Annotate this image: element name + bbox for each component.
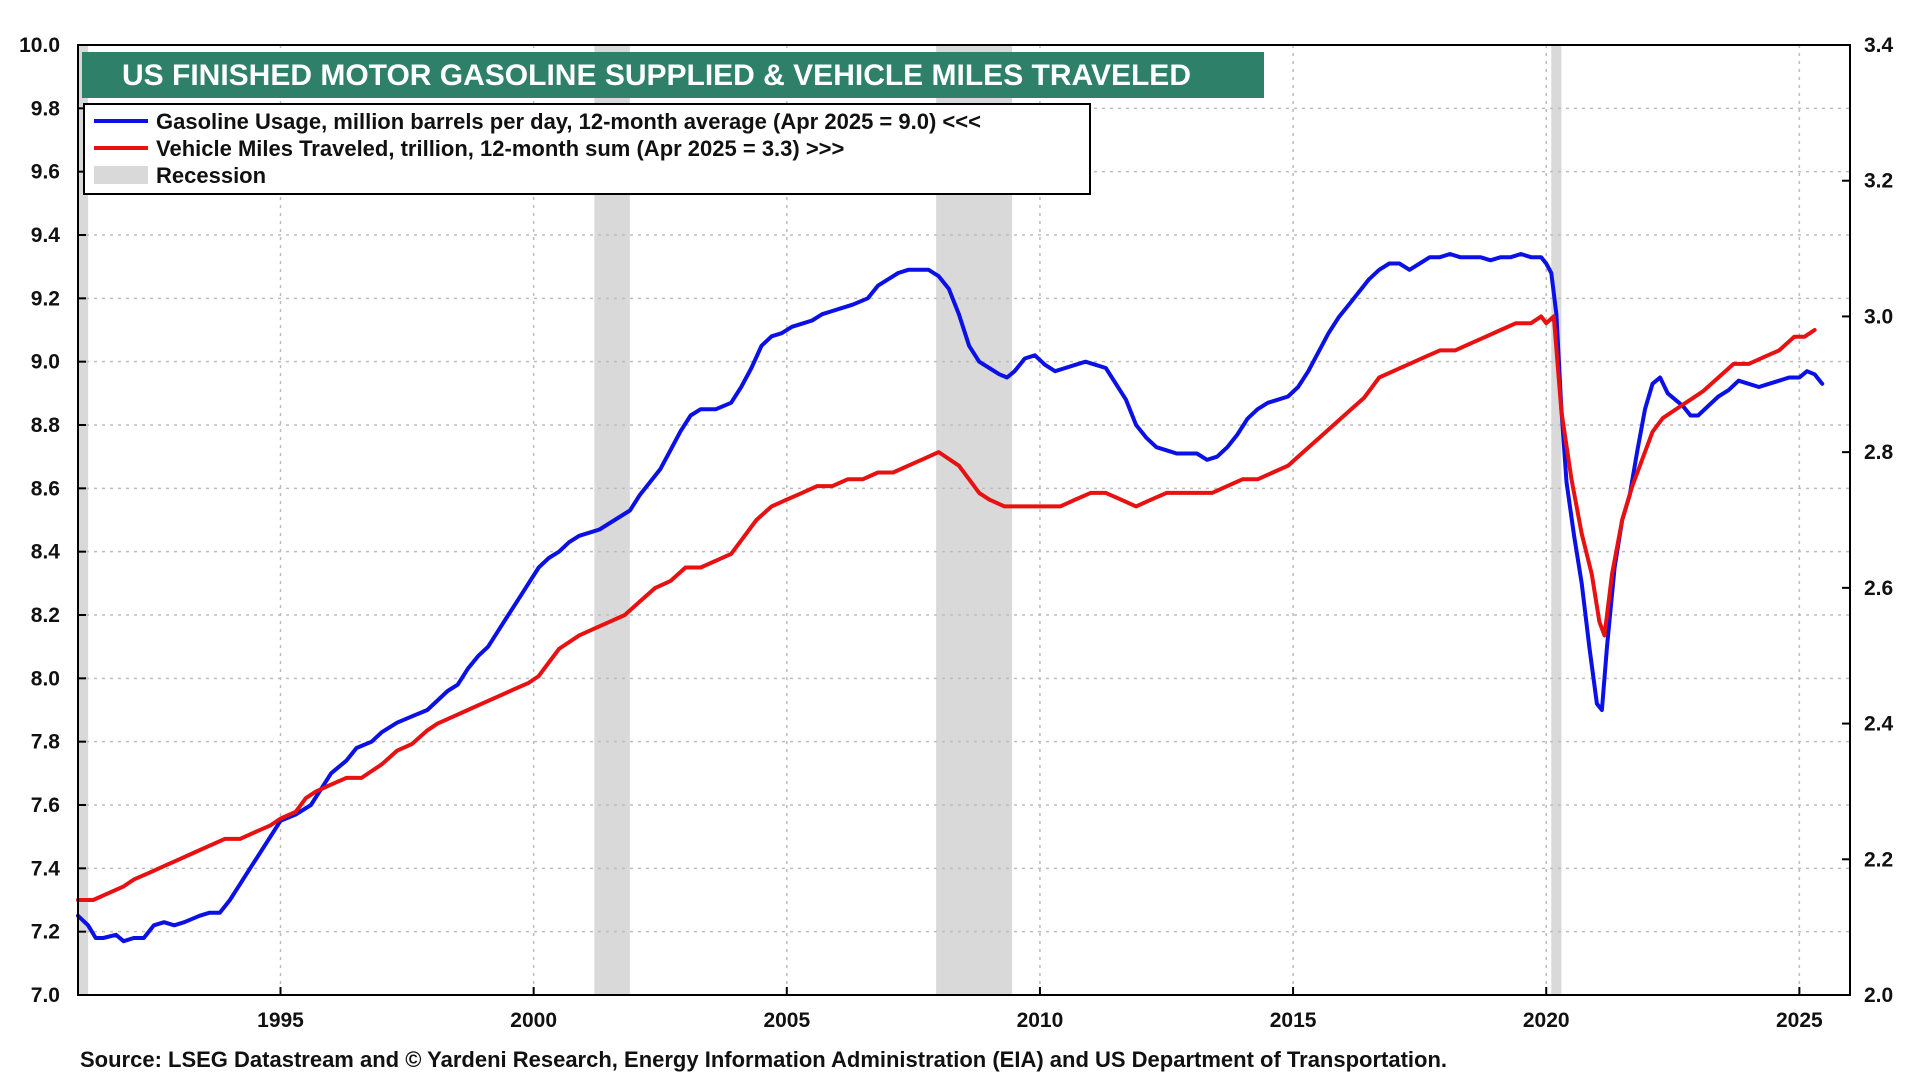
y-left-tick-label-7.6: 7.6 [31,794,60,817]
series-line-vmt [76,314,1817,902]
plot-frame [77,44,1851,996]
y-left-tick-label-7.0: 7.0 [31,984,60,1007]
y-left-tick-label-9.0: 9.0 [31,351,60,374]
legend: Gasoline Usage, million barrels per day,… [83,103,1091,195]
source-note: Source: LSEG Datastream and © Yardeni Re… [80,1047,1447,1072]
x-tick-label-2000: 2000 [510,1009,557,1032]
y-left-tick-label-8.0: 8.0 [31,667,60,690]
y-left-tick-label-10.0: 10.0 [19,34,60,57]
y-left-tick-label-8.8: 8.8 [31,414,61,437]
y-left-tick-label-8.4: 8.4 [31,541,61,564]
legend-swatch-recession [94,166,148,184]
title-background [82,52,1264,98]
recession-band-2 [936,45,1013,995]
x-tick-label-2015: 2015 [1270,1009,1317,1032]
axis-ticks: 1995 2000 2005 2010 2015 2020 2025 7.0 7.2 7.4 7.6… [19,34,1893,1032]
legend-label-gasoline: Gasoline Usage, million barrels per day,… [156,109,981,134]
y-left-tick-label-7.8: 7.8 [31,731,61,754]
y-right-tick-label-2.8: 2.8 [1864,441,1894,464]
y-left-tick-label-7.2: 7.2 [31,921,60,944]
y-right-tick-label-2.2: 2.2 [1864,848,1893,871]
y-left-tick-label-8.6: 8.6 [31,477,60,500]
x-tick-label-2020: 2020 [1523,1009,1570,1032]
y-left-tick-label-9.6: 9.6 [31,161,60,184]
y-right-tick-label-2.6: 2.6 [1864,577,1893,600]
series-line-gasoline [76,252,1825,944]
x-tick-label-2010: 2010 [1017,1009,1064,1032]
x-tick-label-2025: 2025 [1776,1009,1823,1032]
y-left-tick-label-9.4: 9.4 [31,224,61,247]
recession-band-0 [78,45,89,995]
recession-bands [78,45,1562,995]
title-banner: US FINISHED MOTOR GASOLINE SUPPLIED & VE… [82,52,1264,98]
y-left-tick-label-9.8: 9.8 [31,97,61,120]
recession-band-3 [1551,45,1562,995]
y-right-tick-label-3.2: 3.2 [1864,170,1893,193]
y-right-tick-label-3.0: 3.0 [1864,305,1893,328]
series-lines [76,252,1825,944]
y-right-tick-label-3.4: 3.4 [1864,34,1894,57]
y-right-tick-label-2.0: 2.0 [1864,984,1893,1007]
legend-box [83,103,1091,195]
chart-title: US FINISHED MOTOR GASOLINE SUPPLIED & VE… [122,59,1191,92]
y-left-tick-label-9.2: 9.2 [31,287,60,310]
x-tick-label-2005: 2005 [763,1009,810,1032]
y-left-tick-label-8.2: 8.2 [31,604,60,627]
x-tick-label-1995: 1995 [257,1009,304,1032]
legend-label-vmt: Vehicle Miles Traveled, trillion, 12-mon… [156,136,844,161]
legend-label-recession: Recession [156,163,266,188]
y-left-tick-label-7.4: 7.4 [31,857,61,880]
y-right-tick-label-2.4: 2.4 [1864,713,1894,736]
gridlines [78,45,1850,995]
